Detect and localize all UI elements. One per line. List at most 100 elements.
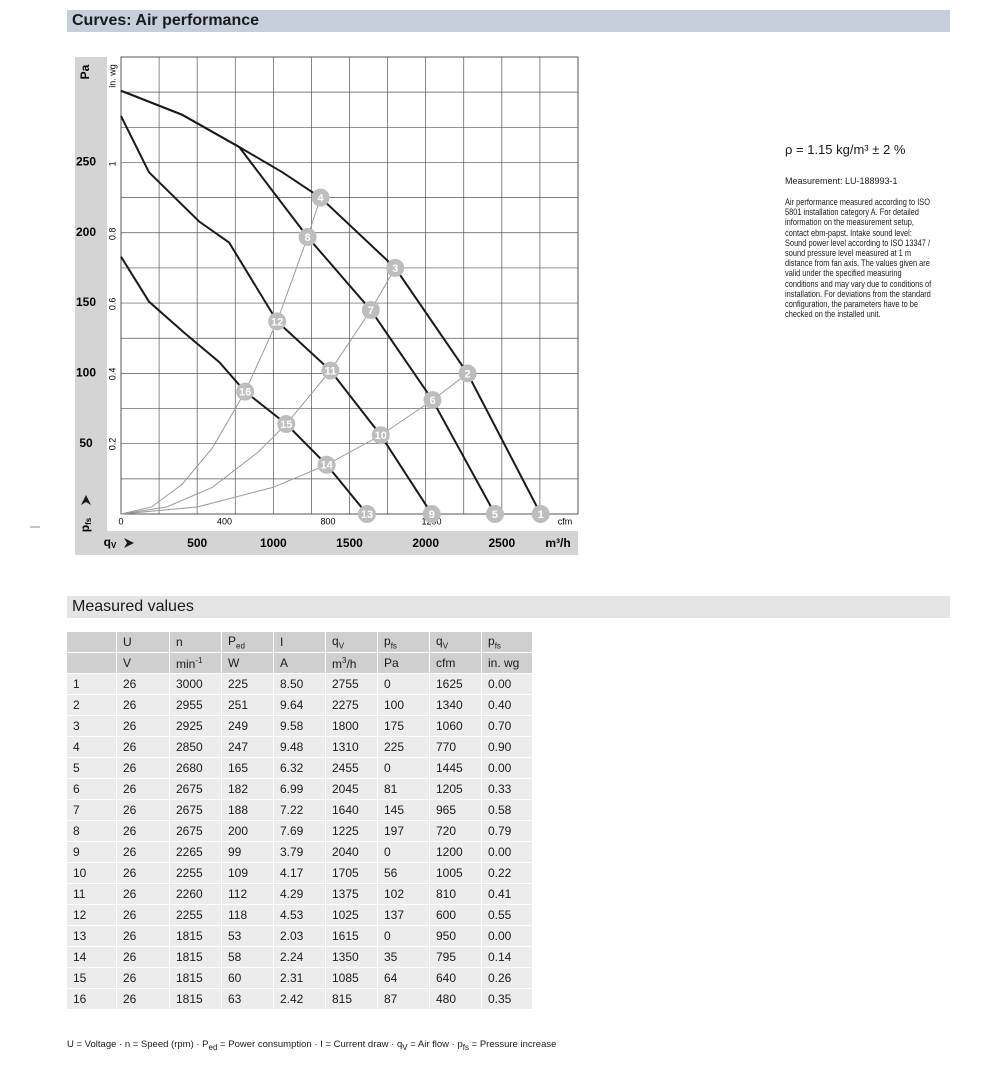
table-cell: 0.79 [482,821,533,842]
x2-tick-label: 800 [321,516,336,526]
table-cell: 8.50 [274,674,326,695]
table-cell: 102 [378,884,430,905]
point-label: 9 [429,509,435,521]
table-cell: 145 [378,800,430,821]
table-cell: 1815 [170,989,222,1010]
table-cell: 950 [430,926,482,947]
table-cell: 26 [117,737,170,758]
table-cell: 1200 [430,842,482,863]
point-label: 13 [361,509,373,521]
text-part: q [436,633,443,648]
y-tick-label: 250 [76,155,96,169]
y2-tick-label: 1 [107,161,117,166]
table-row: 16 26 1815 63 2.42 815 87 480 0.35 [67,989,533,1010]
point-label: 14 [321,460,334,472]
operating-point [298,227,317,246]
y2-tick-label: 0.2 [107,438,117,451]
table-cell: 100 [378,695,430,716]
table-cell: 2675 [170,800,222,821]
y-tick-label: 100 [76,366,96,380]
table-cell: 182 [222,779,274,800]
table-cell: 1205 [430,779,482,800]
arrow [124,538,134,548]
table-cell: 1085 [326,968,378,989]
note-line: 5801 installation category A. For detail… [785,207,919,219]
table-cell: 600 [430,905,482,926]
table-row: 8 26 2675 200 7.69 1225 197 720 0.79 [67,821,533,842]
operating-point [268,312,287,331]
table-cell: 480 [430,989,482,1010]
y-tick-label: 50 [79,436,93,450]
table-cell: 965 [430,800,482,821]
table-cell: 35 [378,947,430,968]
note-line: checked on the installed unit. [785,309,881,321]
header-cell: Ped [222,632,274,653]
table-row: 14 26 1815 58 2.24 1350 35 795 0.14 [67,947,533,968]
table-cell: 2.24 [274,947,326,968]
text-part: U [123,635,132,649]
table-cell: 2275 [326,695,378,716]
table-cell: 2.31 [274,968,326,989]
y2-axis-label: in. wg [107,64,117,88]
table-cell: 7.22 [274,800,326,821]
table-cell: 1350 [326,947,378,968]
table-cell: 6.32 [274,758,326,779]
note-line: valid under the specified measuring [785,268,902,280]
text-part: V [123,656,132,670]
note-line: contact ebm-papst. Intake sound level: [785,227,912,239]
y2-tick-label: 0.6 [107,298,117,311]
text-part: A [280,656,289,670]
text-part: ed [236,641,245,651]
note-line: distance from fan axis. The values given… [785,258,930,270]
table-cell: 770 [430,737,482,758]
operating-point [236,382,255,401]
table-cell: 26 [117,821,170,842]
text-part: /h [346,656,357,671]
table-cell: 640 [430,968,482,989]
operating-point [321,361,340,380]
table-row: 1 26 3000 225 8.50 2755 0 1625 0.00 [67,674,533,695]
table-cell: 200 [222,821,274,842]
table-cell: 2675 [170,821,222,842]
table-cell: 165 [222,758,274,779]
note-line: configuration, the parameters have to be [785,299,919,311]
x-tick-label: 1500 [336,536,363,550]
table-cell: 2.42 [274,989,326,1010]
x2-axis-label: cfm [558,516,573,526]
text-part: ed [208,1042,218,1052]
text-part: q [332,633,339,648]
curve [120,267,396,515]
table-cell: 5 [67,758,117,779]
table-cell: 26 [117,926,170,947]
point-label: 15 [280,419,292,431]
text-part: V [442,641,449,651]
curve [120,89,496,515]
table-cell: 26 [117,842,170,863]
text-part: P [228,633,237,648]
table-cell: 0.90 [482,737,533,758]
table-cell: 0.22 [482,863,533,884]
measurement-id: Measurement: LU-188993-1 [785,176,898,186]
table-row: 10 26 2255 109 4.17 1705 56 1005 0.22 [67,863,533,884]
text-part: V [402,1042,408,1052]
table-cell: 26 [117,989,170,1010]
table-cell: 15 [67,968,117,989]
x-tick-label: 1000 [260,536,287,550]
table-cell: 795 [430,947,482,968]
table-cell: 188 [222,800,274,821]
table-cell: 225 [378,737,430,758]
note-line: Sound power level according to ISO 13347… [785,237,931,249]
table-row: 7 26 2675 188 7.22 1640 145 965 0.58 [67,800,533,821]
table-cell: 1445 [430,758,482,779]
axis-strip [75,57,107,555]
curve [120,256,368,515]
y2-tick-label: 0.4 [107,368,117,381]
table-cell: 0 [378,842,430,863]
x-tick-label: 500 [187,536,207,550]
table-cell: 175 [378,716,430,737]
table-cell: 2680 [170,758,222,779]
